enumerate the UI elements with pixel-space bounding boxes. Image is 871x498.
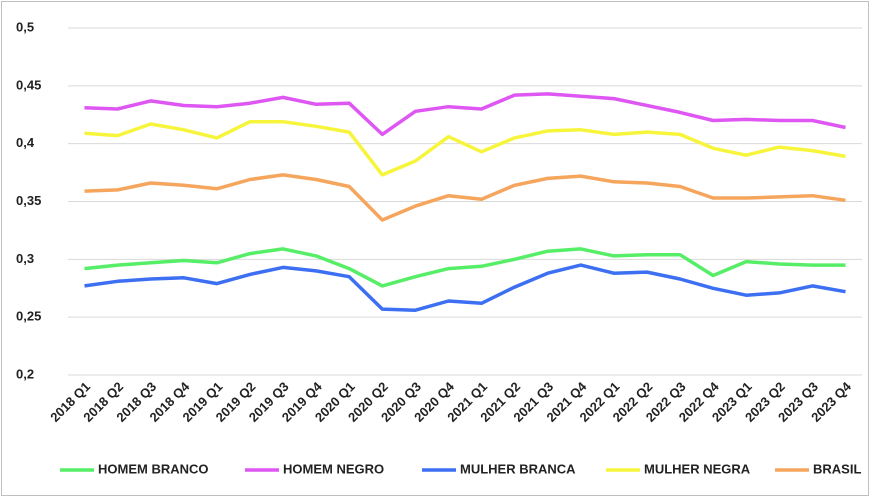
series-line: [84, 263, 846, 312]
y-tick-label: 0,25: [16, 309, 41, 324]
series-line: [84, 173, 846, 222]
y-tick-label: 0,35: [16, 193, 41, 208]
legend-label: HOMEM BRANCO: [98, 461, 209, 476]
legend-label: HOMEM NEGRO: [283, 461, 384, 476]
y-tick-label: 0,4: [16, 135, 35, 150]
series-line: [84, 247, 846, 288]
legend-label: MULHER NEGRA: [644, 461, 751, 476]
y-tick-label: 0,3: [16, 251, 34, 266]
y-tick-label: 0,2: [16, 366, 34, 381]
series-line: [84, 92, 846, 137]
legend-label: MULHER BRANCA: [460, 461, 576, 476]
y-tick-label: 0,45: [16, 77, 41, 92]
legend-label: BRASIL: [813, 461, 861, 476]
y-tick-label: 0,5: [16, 19, 34, 34]
series-line: [84, 119, 846, 177]
